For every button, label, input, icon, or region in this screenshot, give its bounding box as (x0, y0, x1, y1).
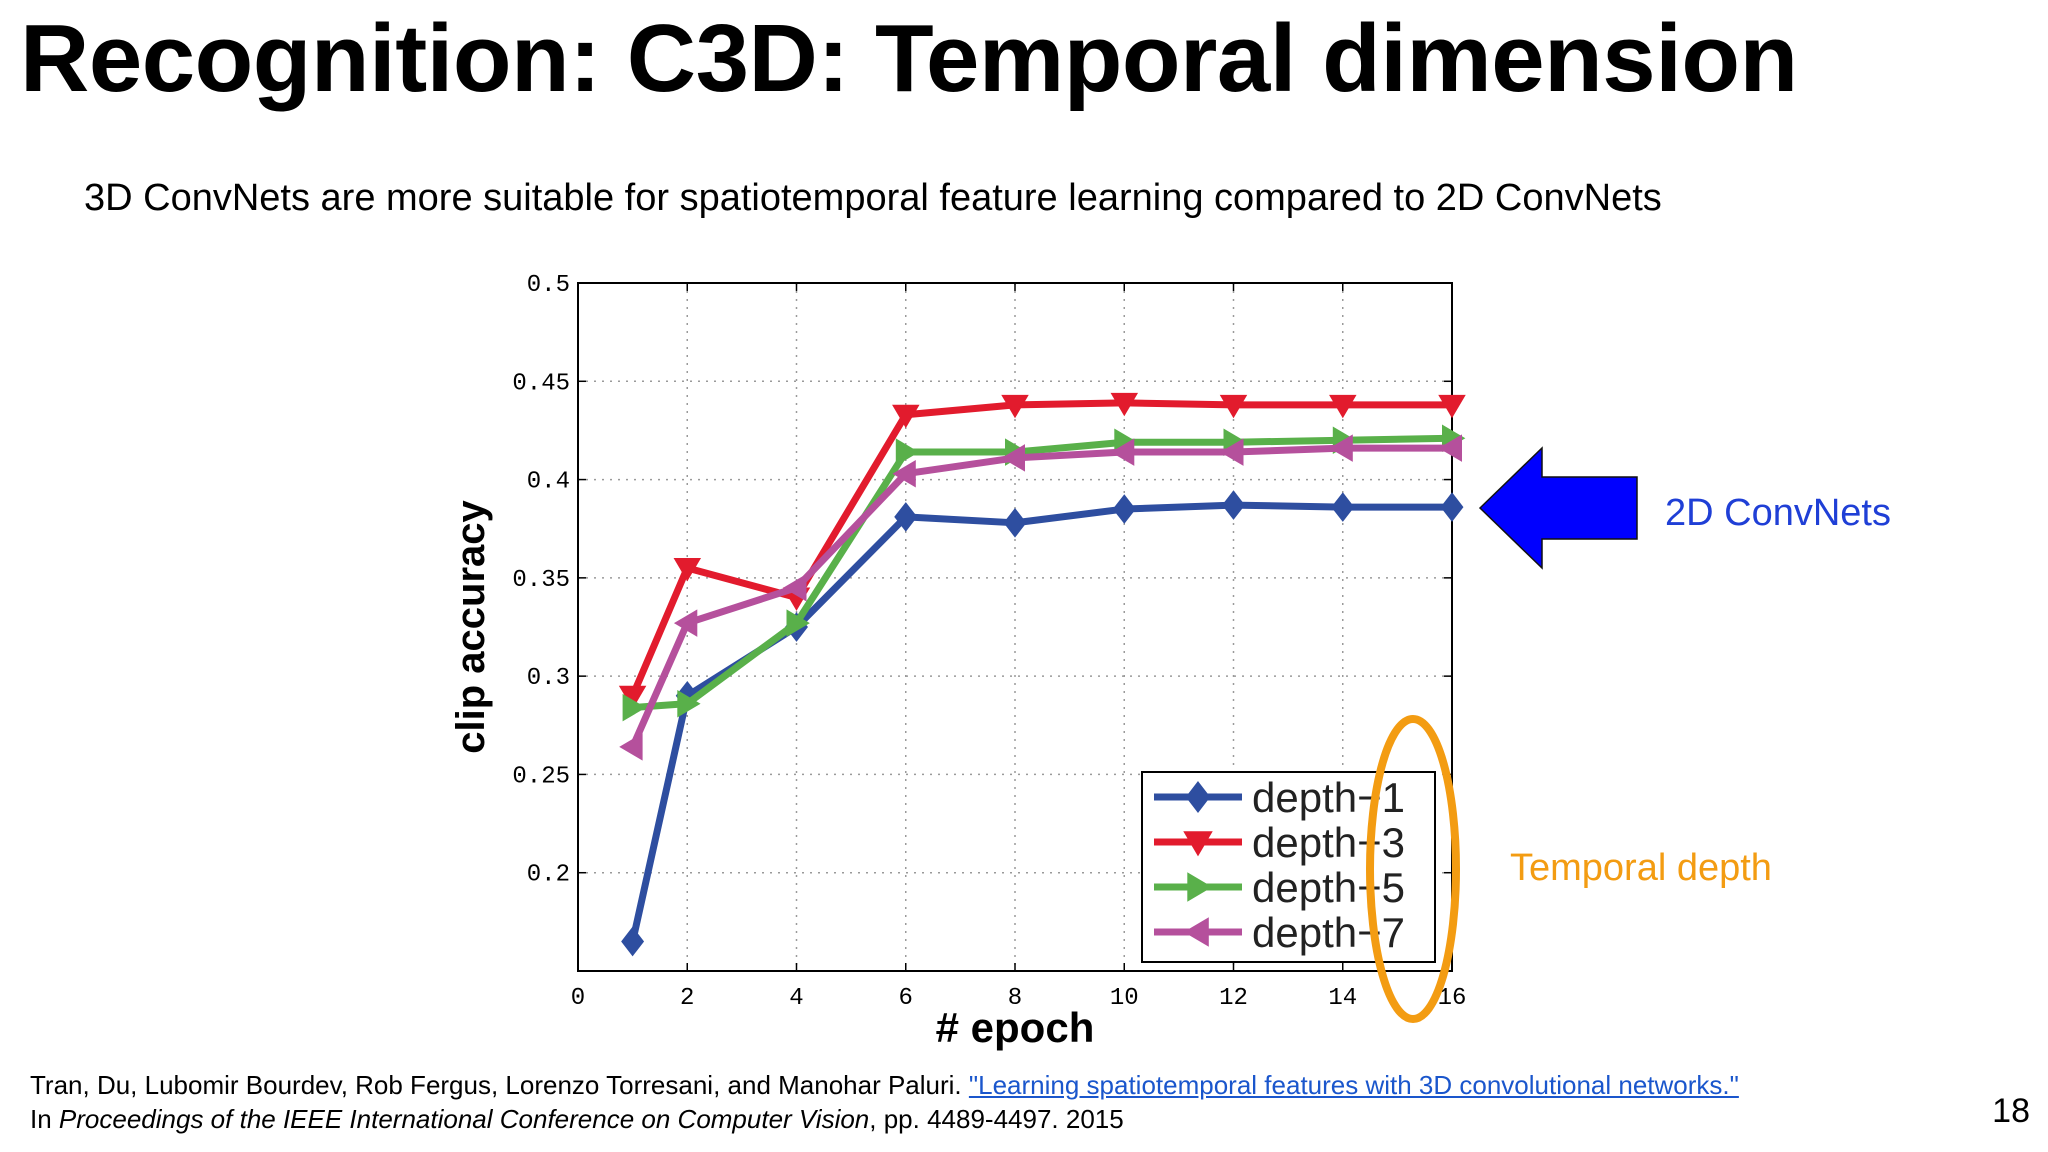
data-point-series-1 (894, 502, 918, 532)
data-point-series-2 (1219, 394, 1248, 419)
data-point-series-4 (1110, 438, 1135, 466)
x-tick-label: 10 (1110, 985, 1139, 1012)
legend-label: depth−3 (1252, 819, 1405, 866)
data-point-series-4 (1329, 434, 1353, 462)
slide-subtitle: 3D ConvNets are more suitable for spatio… (84, 177, 1662, 219)
temporal-depth-ellipse (1366, 715, 1460, 1023)
plot-frame (577, 282, 1453, 972)
data-point-series-2 (673, 558, 702, 582)
data-point-series-3 (622, 693, 646, 722)
y-tick-label: 0.2 (527, 862, 570, 889)
legend-label: depth−5 (1252, 864, 1405, 911)
citation-pages: , pp. 4489-4497. 2015 (869, 1104, 1124, 1134)
arrow-label: 2D ConvNets (1665, 492, 1891, 534)
legend-marker (1187, 872, 1213, 902)
data-point-series-2 (1110, 392, 1139, 417)
data-point-series-1 (1112, 494, 1136, 524)
x-tick-label: 12 (1219, 985, 1248, 1012)
x-tick-label: 4 (789, 985, 803, 1012)
data-point-series-4 (619, 733, 643, 761)
x-tick-label: 14 (1328, 985, 1357, 1012)
x-axis-label: # epoch (936, 1004, 1095, 1051)
data-point-series-4 (1438, 434, 1462, 462)
y-tick-label: 0.35 (512, 567, 570, 594)
page-number: 18 (1992, 1092, 2030, 1130)
legend-marker (1185, 781, 1211, 813)
slide-title: Recognition: C3D: Temporal dimension (20, 5, 1798, 112)
data-point-series-4 (1220, 438, 1244, 466)
citation-link[interactable]: "Learning spatiotemporal features with 3… (968, 1070, 1739, 1100)
data-point-series-2 (1329, 394, 1357, 419)
data-point-series-2 (1001, 394, 1029, 419)
y-tick-label: 0.25 (512, 763, 570, 790)
data-point-series-1 (1003, 507, 1027, 538)
data-point-series-4 (673, 609, 698, 637)
y-axis-label: clip accuracy (449, 500, 493, 754)
x-tick-label: 0 (571, 985, 585, 1012)
left-arrow-icon (1478, 446, 1638, 570)
y-tick-label: 0.45 (512, 370, 570, 397)
citation-in: In (30, 1104, 59, 1134)
y-tick-label: 0.4 (527, 469, 570, 496)
data-point-series-1 (1222, 490, 1245, 520)
data-point-series-4 (1001, 444, 1025, 472)
temporal-depth-label: Temporal depth (1510, 847, 1772, 889)
citation: Tran, Du, Lubomir Bourdev, Rob Fergus, L… (30, 1068, 1739, 1136)
data-point-series-4 (892, 459, 916, 488)
data-point-series-3 (677, 689, 701, 718)
legend-box (1141, 771, 1436, 963)
data-point-series-1 (1440, 492, 1464, 522)
data-point-series-4 (783, 573, 807, 602)
citation-venue: Proceedings of the IEEE International Co… (58, 1104, 870, 1134)
x-tick-label: 2 (680, 985, 694, 1012)
legend-marker (1183, 831, 1213, 857)
x-tick-label: 6 (899, 985, 913, 1012)
data-point-series-3 (786, 609, 810, 637)
data-point-series-2 (1438, 394, 1466, 419)
legend-marker (1183, 917, 1209, 947)
data-point-series-1 (621, 926, 645, 957)
citation-line-2: In Proceedings of the IEEE International… (30, 1102, 1739, 1136)
data-point-series-3 (895, 438, 920, 466)
x-tick-label: 8 (1008, 985, 1022, 1012)
y-tick-label: 0.5 (527, 272, 570, 299)
legend-label: depth−7 (1252, 909, 1405, 956)
citation-authors: Tran, Du, Lubomir Bourdev, Rob Fergus, L… (30, 1070, 969, 1100)
citation-line-1: Tran, Du, Lubomir Bourdev, Rob Fergus, L… (30, 1068, 1739, 1102)
data-point-series-2 (892, 404, 920, 429)
y-tick-label: 0.3 (527, 665, 570, 692)
data-point-series-1 (1331, 492, 1355, 522)
